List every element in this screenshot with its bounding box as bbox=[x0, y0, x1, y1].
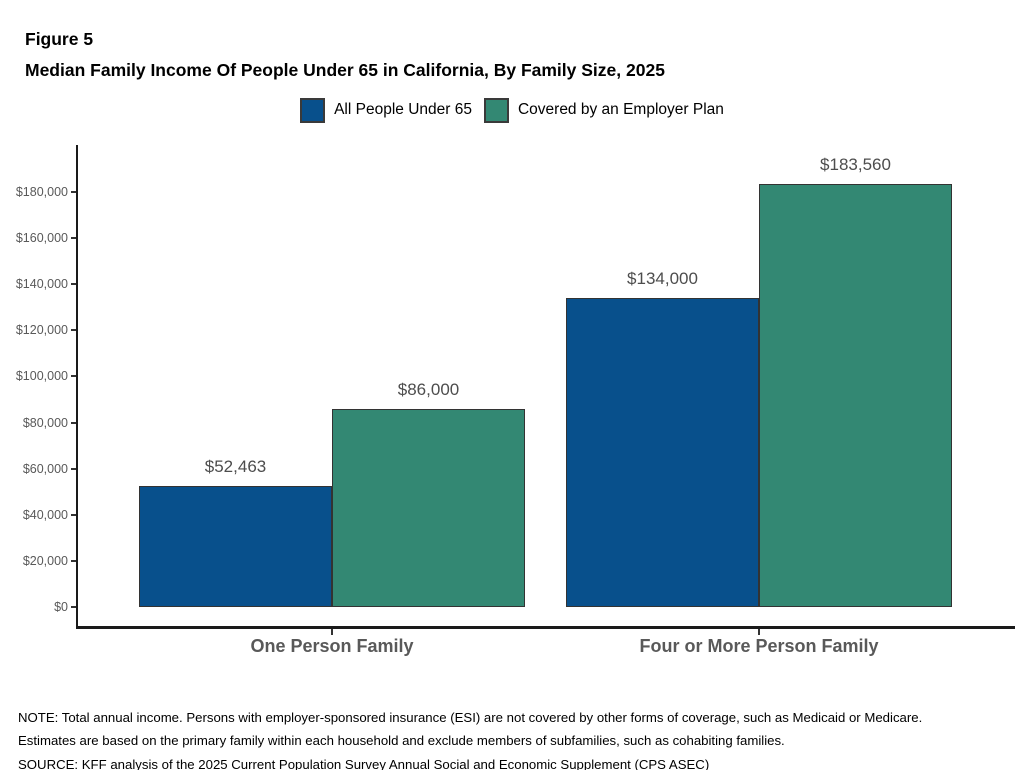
note-text-line1: NOTE: Total annual income. Persons with … bbox=[18, 710, 923, 725]
x-axis-line bbox=[76, 626, 1015, 629]
x-axis-tick bbox=[758, 628, 760, 635]
x-category-label: Four or More Person Family bbox=[639, 636, 879, 656]
y-axis-tick-label: $40,000 bbox=[22, 507, 68, 522]
y-axis-tick-label: $140,000 bbox=[15, 277, 68, 292]
bar-all-under-65-group1 bbox=[139, 486, 332, 607]
bar-value-label: $134,000 bbox=[627, 269, 698, 289]
y-axis-line bbox=[76, 145, 78, 628]
figure-title: Median Family Income Of People Under 65 … bbox=[25, 60, 665, 80]
y-axis-tick-label: $160,000 bbox=[15, 231, 68, 246]
legend-label: Covered by an Employer Plan bbox=[517, 101, 724, 118]
y-axis-tick bbox=[71, 606, 76, 608]
y-axis-tick bbox=[71, 237, 76, 240]
bar-employer-plan-group2 bbox=[759, 183, 952, 607]
bar-value-label: $86,000 bbox=[397, 379, 460, 399]
y-axis-tick bbox=[71, 329, 76, 332]
legend-swatch-icon bbox=[300, 97, 326, 123]
legend-item-employer-plan: Covered by an Employer Plan bbox=[483, 97, 724, 123]
bar-employer-plan-group1 bbox=[332, 408, 525, 607]
y-axis-tick-label: $0 bbox=[54, 600, 68, 614]
y-axis-tick-label: $120,000 bbox=[15, 323, 68, 338]
y-axis-tick-label: $60,000 bbox=[22, 461, 68, 476]
bar-all-under-65-group2 bbox=[566, 298, 759, 607]
y-axis-tick bbox=[71, 559, 76, 562]
bar-value-label: $183,560 bbox=[820, 154, 891, 174]
legend-label: All People Under 65 bbox=[334, 101, 472, 118]
y-axis-tick bbox=[71, 421, 76, 424]
y-axis-tick-label: $180,000 bbox=[15, 185, 68, 199]
y-axis-tick-label: $100,000 bbox=[15, 369, 68, 384]
legend: All People Under 65 Covered by an Employe… bbox=[0, 96, 1024, 124]
y-axis-tick-label: $20,000 bbox=[22, 553, 68, 568]
y-axis-tick-label: $80,000 bbox=[22, 415, 68, 430]
figure-label: Figure 5 bbox=[25, 29, 94, 49]
source-text: SOURCE: KFF analysis of the 2025 Current… bbox=[18, 756, 710, 770]
x-category-label: One Person Family bbox=[250, 636, 414, 656]
y-axis-tick bbox=[71, 191, 76, 193]
y-axis-tick bbox=[71, 513, 76, 516]
y-axis-tick bbox=[71, 467, 76, 470]
bar-value-label: $52,463 bbox=[204, 457, 267, 477]
y-axis-tick bbox=[71, 375, 76, 378]
notes-block: NOTE: Total annual income. Persons with … bbox=[18, 706, 1008, 770]
legend-item-all-under-65: All People Under 65 bbox=[300, 97, 472, 123]
legend-swatch-icon bbox=[483, 97, 509, 123]
x-axis-tick bbox=[331, 628, 333, 635]
y-axis-tick bbox=[71, 283, 76, 286]
note-text-line2: Estimates are based on the primary famil… bbox=[18, 733, 785, 749]
